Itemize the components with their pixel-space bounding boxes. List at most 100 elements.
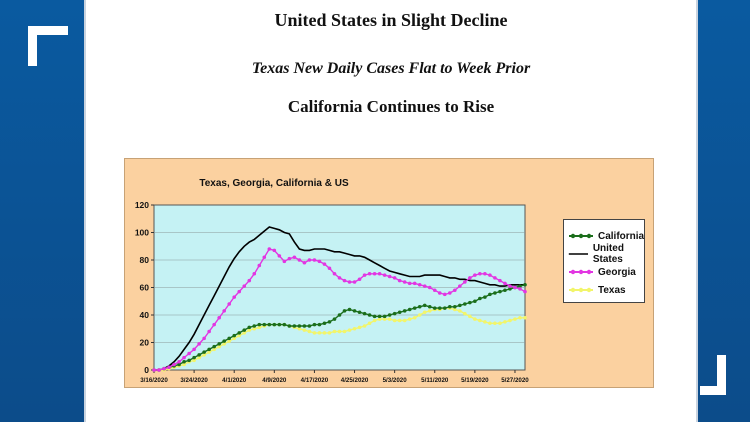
legend-item: California (568, 229, 644, 243)
headline-us: United States in Slight Decline (274, 10, 508, 30)
data-point-california (352, 309, 357, 313)
data-point-texas (372, 318, 377, 323)
headline-california: California Continues to Rise (287, 97, 495, 116)
data-point-california (207, 347, 211, 352)
data-point-california (222, 339, 226, 343)
data-point-georgia (397, 278, 402, 283)
data-point-california (508, 287, 512, 291)
data-point-georgia (437, 291, 442, 295)
left-frame (0, 0, 84, 422)
data-point-georgia (317, 259, 322, 264)
right-frame (698, 0, 750, 422)
data-point-georgia (372, 271, 377, 276)
data-point-california (478, 296, 482, 301)
data-point-california (182, 359, 186, 364)
data-point-texas (197, 355, 201, 360)
data-point-georgia (327, 266, 332, 271)
data-point-texas (332, 329, 337, 334)
data-point-texas (473, 317, 477, 321)
data-point-texas (397, 318, 402, 323)
data-point-texas (302, 328, 307, 332)
data-point-california (272, 322, 277, 327)
data-point-georgia (478, 271, 482, 276)
data-point-california (217, 342, 221, 346)
x-tick-label: 3/16/2020 (140, 377, 168, 384)
data-point-california (277, 322, 282, 327)
data-point-california (177, 362, 181, 367)
data-point-georgia (237, 289, 242, 294)
data-point-california (453, 304, 457, 309)
data-point-georgia (523, 289, 527, 294)
series-line-united-states (154, 226, 525, 371)
data-point-texas (453, 307, 457, 312)
data-point-georgia (182, 355, 186, 360)
data-point-california (483, 295, 487, 299)
data-point-georgia (302, 260, 307, 265)
data-point-california (493, 291, 497, 295)
data-point-georgia (187, 351, 191, 356)
data-point-georgia (473, 273, 477, 277)
data-point-georgia (332, 271, 337, 276)
data-point-california (407, 307, 412, 312)
data-point-california (287, 324, 292, 328)
data-point-georgia (152, 368, 156, 372)
data-point-texas (352, 326, 357, 331)
data-point-california (317, 322, 322, 327)
data-point-georgia (493, 276, 497, 280)
page-edge (84, 0, 86, 422)
y-tick-label: 120 (135, 200, 149, 210)
data-point-georgia (227, 302, 232, 306)
y-tick-label: 60 (140, 283, 150, 293)
y-tick-label: 0 (144, 365, 149, 375)
x-tick-label: 5/11/2020 (421, 377, 449, 384)
data-point-georgia (292, 255, 297, 260)
legend-label: Texas (598, 284, 626, 296)
legend-item: Texas (568, 283, 626, 297)
data-point-california (417, 304, 422, 309)
data-point-california (237, 331, 242, 335)
data-point-california (392, 311, 397, 316)
data-point-georgia (427, 285, 432, 290)
x-tick-label: 3/24/2020 (180, 377, 208, 384)
data-point-georgia (402, 280, 407, 284)
data-point-california (387, 313, 392, 317)
chart-title: Texas, Georgia, California & US (199, 178, 349, 189)
data-point-georgia (197, 342, 201, 346)
x-tick-label: 5/19/2020 (461, 377, 489, 384)
data-point-texas (407, 317, 412, 321)
data-point-california (488, 292, 492, 297)
data-point-texas (342, 329, 347, 334)
data-point-california (227, 336, 232, 341)
data-point-texas (503, 320, 507, 324)
x-tick-label: 5/3/2020 (383, 377, 408, 384)
data-point-california (518, 284, 522, 288)
data-point-georgia (458, 284, 462, 288)
data-point-california (197, 353, 201, 357)
data-point-california (202, 350, 206, 354)
data-point-california (322, 321, 327, 326)
data-point-texas (312, 331, 317, 335)
data-point-georgia (387, 274, 392, 279)
legend-swatch-icon (569, 287, 593, 293)
data-point-california (523, 282, 527, 287)
data-point-georgia (167, 365, 171, 370)
data-point-georgia (312, 258, 317, 262)
data-point-texas (317, 331, 322, 335)
data-point-georgia (453, 288, 457, 293)
data-point-texas (252, 326, 257, 331)
data-point-california (402, 309, 407, 313)
data-point-california (377, 314, 382, 319)
data-point-georgia (498, 278, 502, 283)
legend-label: Georgia (598, 266, 636, 278)
data-point-georgia (488, 273, 492, 277)
data-point-california (367, 313, 372, 317)
data-point-georgia (212, 322, 216, 327)
data-point-california (312, 322, 317, 327)
legend-swatch-icon (569, 233, 593, 239)
legend-swatch-icon (569, 269, 593, 275)
data-point-georgia (242, 284, 247, 288)
data-point-georgia (217, 315, 221, 320)
y-tick-label: 100 (135, 228, 149, 238)
data-point-texas (347, 328, 352, 332)
